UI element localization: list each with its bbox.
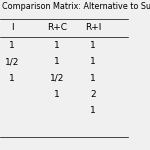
Text: 1: 1 bbox=[9, 74, 15, 83]
Text: 1: 1 bbox=[54, 90, 60, 99]
Text: 1: 1 bbox=[54, 57, 60, 66]
Text: I: I bbox=[11, 23, 13, 32]
Text: 1/2: 1/2 bbox=[5, 57, 19, 66]
Text: R+C: R+C bbox=[47, 23, 67, 32]
Text: 1: 1 bbox=[90, 74, 96, 83]
Text: 1: 1 bbox=[90, 57, 96, 66]
Text: 1/2: 1/2 bbox=[50, 74, 64, 83]
Text: 2: 2 bbox=[90, 90, 96, 99]
Text: Comparison Matrix: Alternative to Su: Comparison Matrix: Alternative to Su bbox=[2, 2, 150, 11]
Text: 1: 1 bbox=[90, 106, 96, 115]
Text: 1: 1 bbox=[9, 41, 15, 50]
Text: 1: 1 bbox=[90, 41, 96, 50]
Text: R+I: R+I bbox=[85, 23, 101, 32]
Text: 1: 1 bbox=[54, 41, 60, 50]
